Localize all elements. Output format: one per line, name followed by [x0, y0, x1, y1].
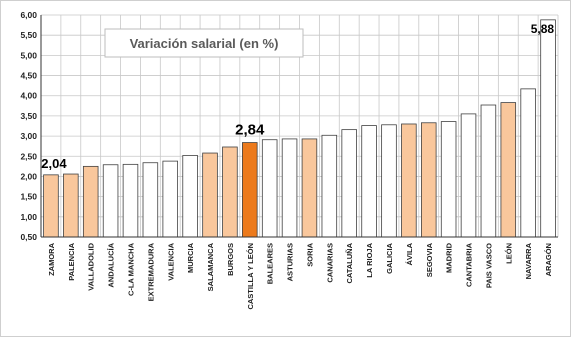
x-tick-label: NAVARRA: [524, 242, 533, 279]
x-tick-label: CANTABRIA: [465, 242, 474, 287]
x-tick-label: PAIS VASCO: [484, 243, 493, 288]
bar-baleares: [261, 139, 278, 238]
bar-murcia: [182, 155, 198, 238]
x-tick-label: BURGOS: [226, 243, 235, 276]
x-tick-label: LEÓN: [504, 243, 513, 264]
bar-galicia: [381, 124, 397, 238]
x-tick-label: CATALUÑA: [345, 242, 354, 283]
y-tick-label: 4,50: [20, 71, 37, 81]
bar-andalucia: [102, 164, 119, 238]
bar-madrid: [440, 121, 457, 238]
x-tick-label: SORIA: [305, 242, 314, 266]
x-tick-label: CANARIAS: [325, 243, 334, 283]
bar-palencia: [63, 173, 79, 238]
data-label-aragon: 5,88: [531, 22, 555, 36]
x-tick-label: VALLADOLID: [87, 242, 96, 290]
bar-extremadura: [142, 162, 159, 238]
bar-burgos: [222, 146, 238, 238]
y-tick-label: 3,50: [20, 111, 37, 121]
x-tick-label: EXTREMADURA: [146, 242, 155, 301]
y-tick-label: 5,00: [20, 50, 37, 60]
x-tick-label: PALENCIA: [67, 242, 76, 280]
bar-valencia: [162, 160, 179, 238]
x-tick-label: MURCIA: [186, 242, 195, 273]
chart-title-box: [104, 28, 304, 58]
x-tick-label: GALICIA: [385, 242, 394, 273]
y-tick-label: 1,00: [20, 212, 37, 222]
bar-cantabria: [460, 113, 477, 238]
x-tick-label: ÁVILA: [405, 242, 414, 265]
bar-castilla-y-leon: [242, 142, 258, 238]
chart-title: Variación salarial (en %): [130, 36, 279, 51]
data-label-zamora: 2,04: [41, 156, 67, 171]
x-tick-label: BALEARES: [266, 243, 275, 284]
bar-zamora: [43, 174, 59, 238]
x-tick-label: ANDALUCÍA: [107, 242, 116, 287]
bar-pais-vasco: [480, 104, 497, 238]
y-tick-label: 5,50: [20, 30, 37, 40]
y-tick-label: 2,00: [20, 171, 37, 181]
x-tick-label: ZAMORA: [47, 242, 56, 275]
x-tick-label: LA RIOJA: [365, 242, 374, 277]
x-tick-label: MADRID: [445, 242, 454, 273]
axis-layer: 0,50 1,00 1,50 2,00 2,50 3,00 3,50 4,00 4,50 5,00…: [20, 10, 558, 310]
bar-navarra: [520, 88, 536, 238]
bar-salamanca: [202, 152, 218, 238]
x-tick-label: SALAMANCA: [206, 242, 215, 291]
bar-layer: [43, 19, 556, 238]
x-tick-label: SEGOVIA: [425, 242, 434, 277]
y-tick-label: 6,00: [20, 10, 37, 20]
y-tick-label: 1,50: [20, 192, 37, 202]
data-label-castilla-y-leon: 2,84: [235, 122, 265, 139]
x-tick-label: ASTURIAS: [286, 243, 295, 281]
bar-segovia: [420, 122, 437, 238]
bar-avila: [401, 123, 417, 238]
y-tick-label: 2,50: [20, 151, 37, 161]
bar-leon: [500, 102, 517, 238]
bar-asturias: [281, 138, 298, 238]
x-tick-label: C-LA MANCHA: [126, 242, 135, 296]
bar-soria: [301, 138, 318, 238]
y-tick-label: 0,50: [20, 232, 37, 242]
label-layer: 2,04 2,84 5,88: [41, 22, 554, 171]
bar-cataluna: [341, 129, 357, 238]
bar-aragon: [540, 19, 556, 238]
x-tick-label: VALENCIA: [166, 242, 175, 280]
x-tick-label: CASTILLA Y LEÓN: [246, 243, 255, 310]
bar-valladolid: [82, 165, 99, 238]
y-tick-label: 3,00: [20, 131, 37, 141]
bar-la-rioja: [361, 125, 377, 238]
bar-canarias: [321, 134, 338, 238]
x-tick-label: ARAGÓN: [544, 243, 553, 276]
title-layer: Variación salarial (en %): [104, 28, 304, 58]
y-tick-label: 4,00: [20, 91, 37, 101]
bar-c-la-mancha: [122, 163, 139, 238]
